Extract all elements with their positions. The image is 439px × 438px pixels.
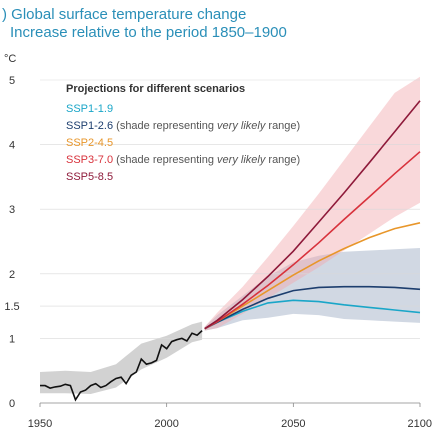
legend: Projections for different scenarios SSP1-… [66, 83, 300, 183]
x-tick-label-1950: 1950 [28, 418, 52, 430]
y-tick-label-5: 5 [9, 75, 15, 87]
x-tick-label-2100: 2100 [408, 418, 432, 430]
y-tick-label-1.5: 1.5 [4, 301, 19, 313]
legend-item-ssp370: SSP3-7.0 (shade representing very likely… [66, 154, 300, 166]
x-tick-label-2050: 2050 [281, 418, 305, 430]
legend-label-ssp126: SSP1-2.6 [66, 120, 113, 132]
y-unit-label: °C [4, 53, 16, 65]
historical-line [40, 330, 203, 402]
axis-layer: 1950 2000 2050 2100 0 1 1.5 2 3 4 5 [4, 75, 432, 430]
y-tick-label-3: 3 [9, 204, 15, 216]
y-tick-label-0: 0 [9, 398, 15, 410]
legend-label-ssp245: SSP2-4.5 [66, 137, 113, 149]
ssp585-line [204, 100, 421, 330]
ssp126-shade [204, 248, 420, 331]
legend-item-ssp119: SSP1-1.9 [66, 103, 113, 115]
line-layer [40, 100, 421, 402]
y-tick-label-1: 1 [9, 333, 15, 345]
legend-item-ssp126: SSP1-2.6 (shade representing very likely… [66, 120, 300, 132]
legend-title: Projections for different scenarios [66, 83, 245, 95]
legend-label-ssp119: SSP1-1.9 [66, 103, 113, 115]
legend-item-ssp245: SSP2-4.5 [66, 137, 113, 149]
legend-item-ssp585: SSP5-8.5 [66, 171, 113, 183]
ssp119-line [204, 299, 421, 330]
legend-label-ssp585: SSP5-8.5 [66, 171, 113, 183]
y-tick-label-4: 4 [9, 140, 15, 152]
historical-shade [40, 321, 203, 394]
chart-subtitle: Increase relative to the period 1850–190… [10, 24, 287, 41]
x-tick-label-2000: 2000 [154, 418, 178, 430]
ssp126-line [204, 285, 421, 330]
ssp370-line [204, 151, 421, 330]
legend-label-ssp370: SSP3-7.0 [66, 154, 113, 166]
chart-title: ) Global surface temperature change [2, 6, 246, 23]
shade-layer [40, 76, 420, 394]
ssp370-shade [204, 76, 420, 331]
y-tick-label-2: 2 [9, 269, 15, 281]
